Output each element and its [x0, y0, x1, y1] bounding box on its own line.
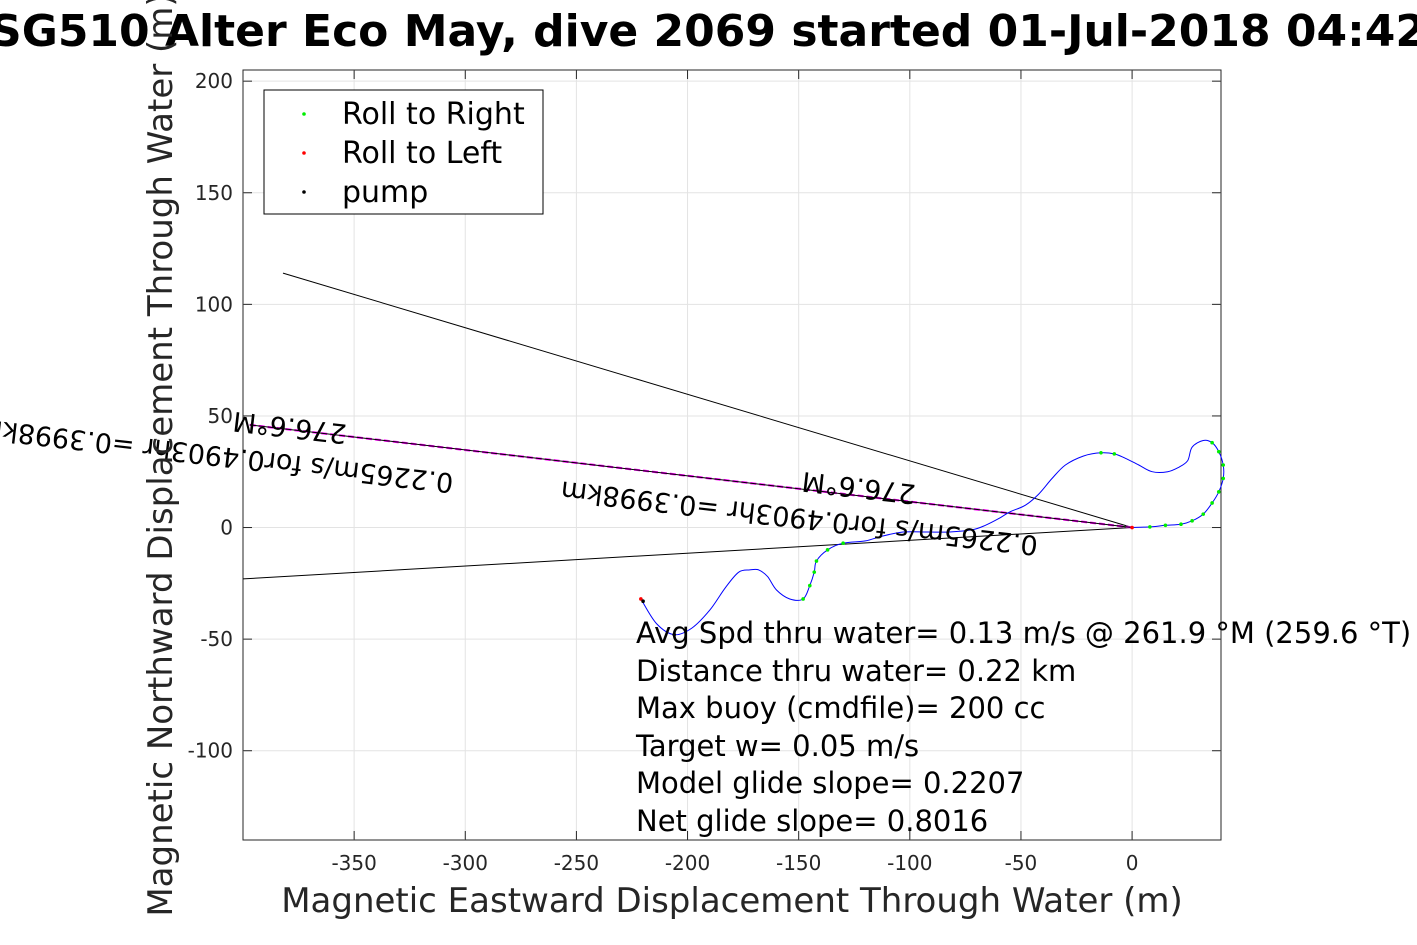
legend: Roll to Right Roll to Left pump	[263, 89, 544, 215]
x-tick-label: -100	[887, 851, 932, 875]
y-axis-label: Magnetic Northward Displacement Through …	[141, 0, 181, 917]
annotation-target-w: Target w= 0.05 m/s	[635, 729, 919, 763]
roll-right-point	[1221, 463, 1226, 467]
roll-right-point	[1216, 449, 1221, 454]
x-tick-label: 0	[1126, 851, 1139, 875]
heading-lines	[242, 272, 1133, 580]
roll-right-point	[807, 583, 812, 588]
roll-right-point	[1163, 523, 1168, 528]
legend-marker-roll-right	[302, 112, 306, 116]
x-tick-label: -50	[1005, 851, 1038, 875]
roll-right-point	[841, 541, 845, 545]
annotation-max-buoy: Max buoy (cmdfile)= 200 cc	[636, 691, 1045, 725]
roll-right-point	[1201, 512, 1206, 516]
annotation-model-glide: Model glide slope= 0.2207	[636, 766, 1024, 800]
y-tick-label: -100	[188, 739, 233, 763]
roll-right-point	[1221, 476, 1226, 481]
x-tick-label: -300	[443, 851, 488, 875]
roll-right-point	[812, 570, 817, 574]
legend-label-roll-left: Roll to Left	[342, 136, 502, 171]
chart-title: SG510 Alter Eco May, dive 2069 started 0…	[0, 6, 1417, 57]
legend-marker-roll-left	[302, 151, 306, 155]
y-tick-label: 150	[195, 181, 233, 205]
roll-right-point	[1179, 522, 1183, 526]
roll-right-point	[1210, 501, 1214, 505]
x-tick-label: -150	[776, 851, 821, 875]
y-tick-label: 200	[195, 69, 233, 93]
x-tick-label: -250	[554, 851, 599, 875]
roll-right-point	[1099, 450, 1103, 455]
legend-label-roll-right: Roll to Right	[342, 97, 525, 132]
roll-left-point	[639, 597, 643, 601]
y-tick-label: -50	[200, 627, 233, 651]
roll-right-point	[825, 548, 830, 552]
roll-right-point	[1148, 525, 1152, 529]
x-tick-label: -350	[331, 851, 376, 875]
roll-right-point	[1112, 452, 1117, 456]
pump-point	[672, 632, 677, 637]
pump-point	[641, 599, 645, 603]
axis-ticks: -350 -300 -250 -200 -150 -100 -50 0 -100 -50 0 50 10…	[188, 69, 1221, 875]
roll-right-point	[801, 597, 805, 601]
x-tick-label: -200	[665, 851, 710, 875]
legend-marker-pump	[302, 190, 306, 194]
roll-right-point	[1190, 519, 1194, 523]
annotation-distance: Distance thru water= 0.22 km	[636, 654, 1076, 688]
roll-left-point	[1130, 525, 1134, 530]
markers	[639, 440, 1226, 637]
heading-line	[242, 527, 1133, 580]
legend-label-pump: pump	[342, 175, 428, 210]
stats-annotations: Avg Spd thru water= 0.13 m/s @ 261.9 °M …	[635, 616, 1411, 838]
heading-line	[282, 272, 1133, 528]
y-tick-label: 0	[220, 516, 233, 540]
roll-right-point	[1216, 490, 1221, 494]
heading-line	[249, 424, 1133, 528]
roll-right-point	[814, 559, 819, 563]
legend-box	[263, 89, 544, 215]
x-axis-label: Magnetic Eastward Displacement Through W…	[281, 881, 1183, 921]
annotation-avg-speed: Avg Spd thru water= 0.13 m/s @ 261.9 °M …	[636, 616, 1411, 650]
y-tick-label: 100	[195, 292, 233, 316]
roll-right-point	[1210, 440, 1214, 445]
annotation-net-glide: Net glide slope= 0.8016	[636, 804, 988, 838]
y-tick-label: 50	[208, 404, 233, 428]
